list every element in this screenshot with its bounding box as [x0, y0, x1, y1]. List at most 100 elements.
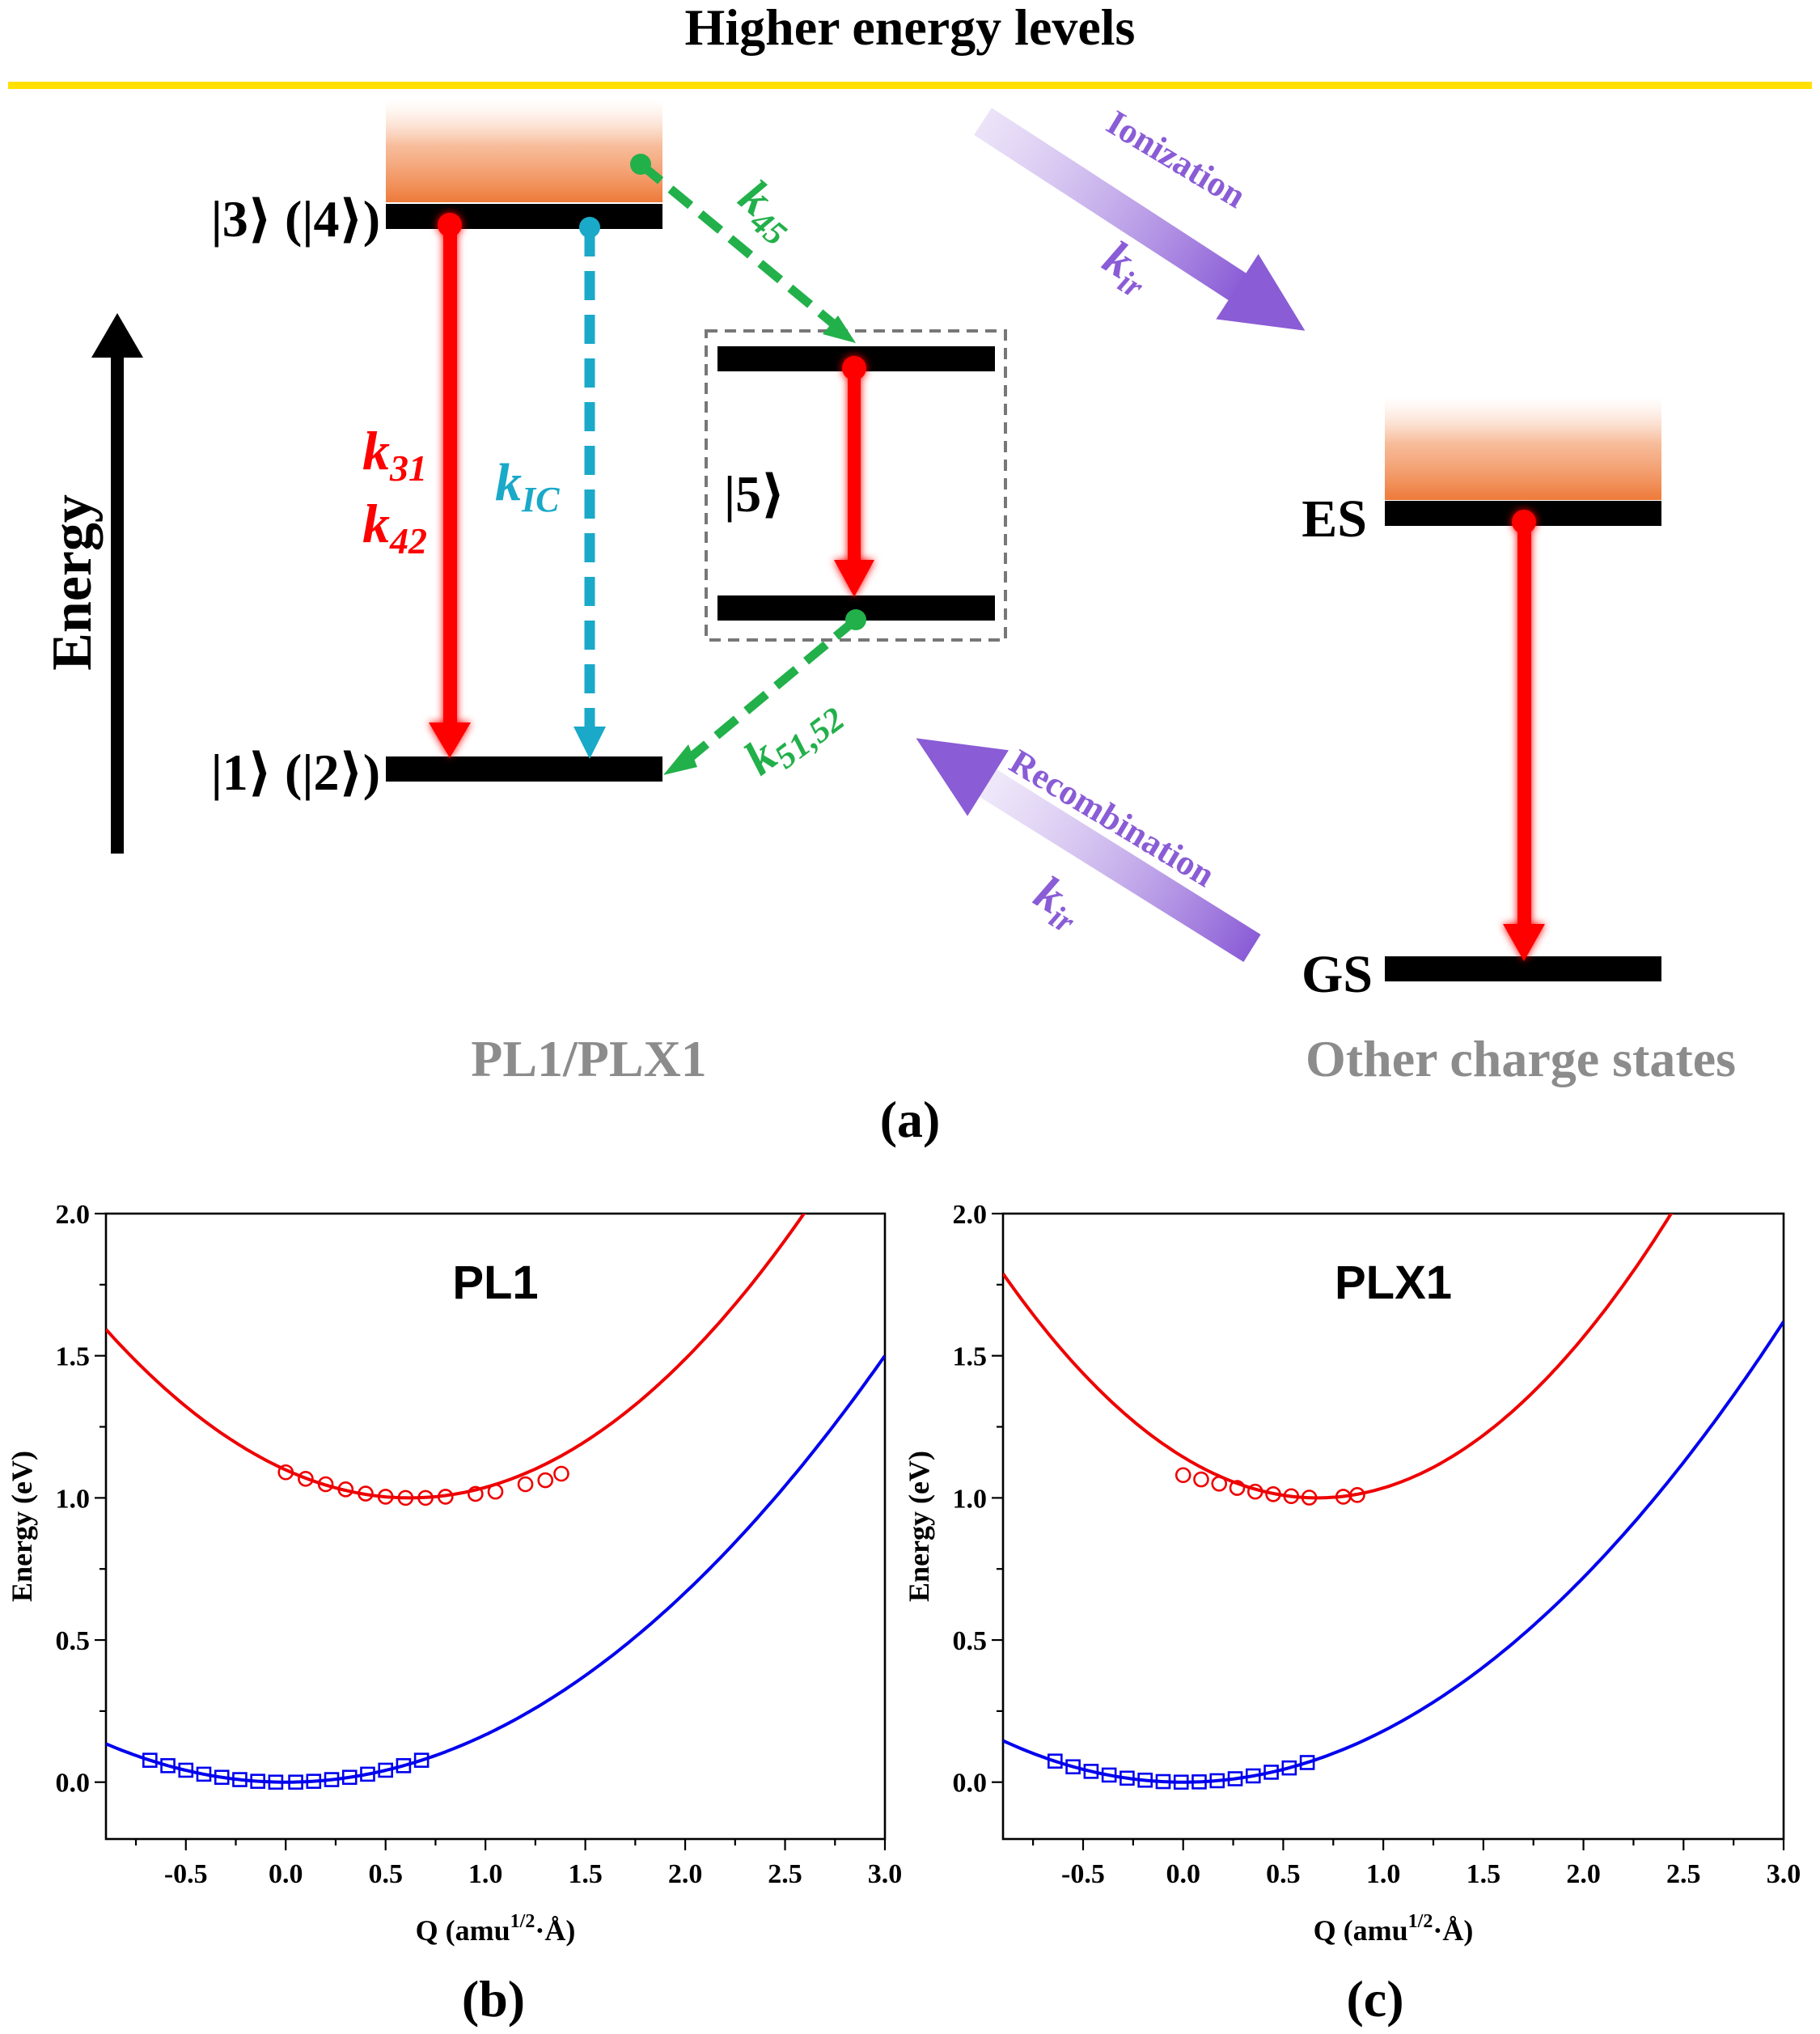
y-tick-label: 1.0: [953, 1484, 988, 1514]
es-gs-radiative-arrow: [1503, 510, 1545, 961]
energy-axis-arrow: [91, 313, 143, 854]
series-line-ground-state-fit: [1003, 1320, 1784, 1784]
plot-title: PL1: [452, 1256, 538, 1309]
plot-title: PLX1: [1335, 1256, 1452, 1309]
x-tick-label: 0.0: [1166, 1859, 1200, 1889]
x-tick-label: 0.0: [269, 1859, 303, 1889]
y-tick-label: 1.5: [56, 1342, 91, 1372]
data-point-circle: [298, 1471, 314, 1487]
x-tick-label: 2.5: [768, 1859, 802, 1889]
data-point-square: [214, 1769, 230, 1786]
y-tick-label: 2.0: [56, 1200, 91, 1230]
k31-label: k31: [362, 420, 427, 489]
k31-radiative-arrow: [429, 213, 471, 758]
data-point-circle: [468, 1485, 484, 1502]
level-3-continuum-glow: [386, 100, 662, 202]
data-point-square: [1155, 1773, 1171, 1790]
k5152-isc-arrow: [663, 609, 866, 775]
kic-internal-conversion-arrow: [574, 217, 606, 759]
data-point-square: [250, 1773, 265, 1789]
ionization-arrow: [974, 108, 1306, 331]
data-point-square: [306, 1773, 322, 1789]
data-point-circle: [1229, 1480, 1246, 1496]
energy-axis-label: Energy: [41, 494, 104, 671]
series-line-ground-state-fit: [106, 1354, 885, 1784]
x-tick-label: 0.5: [1266, 1859, 1301, 1889]
data-point-square: [360, 1766, 375, 1782]
data-point-circle: [517, 1476, 534, 1493]
data-point-square: [232, 1772, 248, 1787]
plot-frame: [104, 1212, 887, 1841]
x-tick-label: 2.0: [1566, 1859, 1601, 1889]
data-point-circle: [537, 1472, 554, 1489]
k5152-label: k51,52: [734, 682, 852, 791]
data-point-square: [1209, 1773, 1225, 1789]
data-point-square: [1299, 1755, 1315, 1770]
higher-levels-line: [8, 82, 1812, 89]
data-point-square: [288, 1774, 303, 1790]
right-group-label: Other charge states: [1306, 1030, 1736, 1087]
data-point-circle: [437, 1489, 454, 1505]
panel-a-label: (a): [880, 1091, 941, 1148]
data-point-circle: [417, 1489, 434, 1506]
plot-frame: [1001, 1212, 1785, 1841]
data-point-square: [178, 1762, 194, 1778]
data-point-square: [396, 1758, 412, 1773]
level-1-2-bar: [386, 756, 662, 782]
data-point-circle: [377, 1489, 394, 1505]
level-5-box: [705, 329, 1007, 642]
y-tick-label: 1.5: [953, 1342, 988, 1372]
data-point-circle: [317, 1476, 334, 1493]
x-tick-label: 1.0: [468, 1859, 503, 1889]
plot-pl1: -0.5 0.0 0.5 1.0 1.5 2.0 2.5 3.0 0.0 0.5 1.0 1.5 2.0…: [6, 1200, 903, 1947]
x-tick-label: 3.0: [868, 1859, 903, 1889]
x-tick-label: 1.5: [1467, 1859, 1501, 1889]
data-point-circle: [1301, 1489, 1318, 1506]
data-point-circle: [553, 1465, 569, 1482]
y-tick-label: 0.5: [953, 1626, 988, 1656]
data-point-square: [324, 1772, 340, 1787]
y-tick-label: 1.0: [56, 1484, 91, 1514]
data-point-square: [1083, 1764, 1099, 1779]
x-tick-label: 1.0: [1366, 1859, 1401, 1889]
level-3-4-bar: [386, 204, 662, 229]
data-point-circle: [1211, 1475, 1228, 1492]
es-label: ES: [1302, 489, 1367, 549]
data-point-circle: [1349, 1487, 1365, 1503]
data-point-square: [1173, 1774, 1189, 1790]
data-point-square: [413, 1752, 430, 1768]
k42-label: k42: [362, 493, 427, 561]
data-point-square: [1048, 1753, 1063, 1769]
x-axis-label: Q (amu1/2·Å): [1314, 1911, 1474, 1947]
y-axis-label: Energy (eV): [6, 1451, 38, 1602]
data-point-square: [1137, 1772, 1153, 1788]
header-title: Higher energy levels: [685, 0, 1136, 56]
data-point-circle: [1193, 1471, 1209, 1488]
left-group-label: PL1/PLX1: [471, 1030, 707, 1087]
y-tick-label: 2.0: [953, 1200, 988, 1230]
es-continuum-glow: [1385, 396, 1661, 500]
y-tick-label: 0.5: [56, 1626, 91, 1656]
k45-isc-arrow: [630, 154, 856, 343]
y-tick-label: 0.0: [953, 1769, 988, 1799]
data-point-square: [1263, 1765, 1279, 1780]
x-tick-label: 2.5: [1666, 1859, 1701, 1889]
data-point-circle: [1246, 1483, 1263, 1500]
data-point-circle: [1265, 1485, 1281, 1502]
data-point-square: [1191, 1774, 1207, 1790]
x-tick-label: 2.0: [668, 1859, 703, 1889]
data-point-square: [378, 1762, 393, 1778]
x-tick-label: 0.5: [368, 1859, 403, 1889]
data-point-circle: [337, 1481, 354, 1498]
x-tick-label: 1.5: [568, 1859, 603, 1889]
data-point-circle: [397, 1489, 414, 1506]
plot-plx1: -0.5 0.0 0.5 1.0 1.5 2.0 2.5 3.0 0.0 0.5 1.0 1.5 2.0…: [903, 1200, 1801, 1947]
ionization-rate-label: kir: [1091, 231, 1162, 306]
level-1-2-label: |1⟩ (|2⟩): [211, 744, 380, 801]
gs-label: GS: [1302, 945, 1373, 1004]
y-axis-label: Energy (eV): [903, 1451, 935, 1602]
panel-c-label: (c): [1346, 1970, 1403, 2028]
data-point-square: [1120, 1770, 1135, 1786]
data-point-square: [1281, 1760, 1297, 1776]
